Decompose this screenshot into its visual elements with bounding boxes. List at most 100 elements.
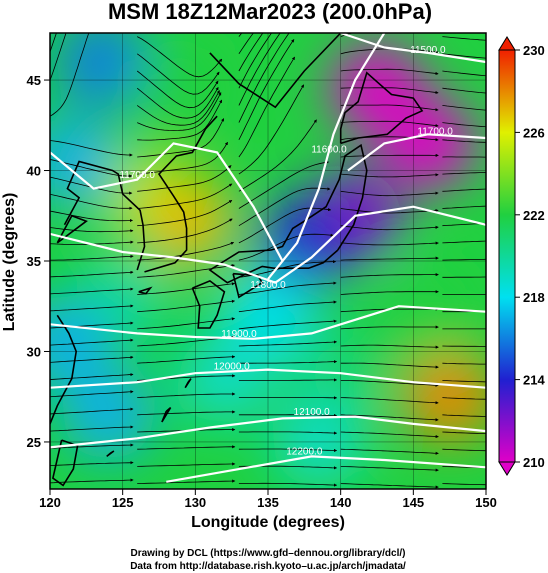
wind-streamline bbox=[340, 87, 439, 95]
wind-streamline bbox=[50, 461, 134, 467]
wind-streamline bbox=[36, 0, 89, 37]
contour-label: 11900.0 bbox=[221, 329, 257, 340]
temperature-blob bbox=[50, 115, 118, 208]
temperature-blob bbox=[178, 332, 271, 425]
wind-streamline bbox=[137, 36, 223, 78]
height-contour bbox=[340, 33, 486, 64]
wind-streamline bbox=[137, 141, 228, 175]
temperature-blob bbox=[50, 296, 111, 389]
y-tick-label: 45 bbox=[27, 73, 41, 88]
wind-streamline bbox=[238, 378, 338, 382]
wind-streamline bbox=[50, 372, 134, 380]
contour-label: 11700.0 bbox=[417, 126, 453, 137]
wind-streamline bbox=[238, 33, 264, 72]
temperature-blob bbox=[134, 43, 227, 136]
wind-streamline bbox=[442, 380, 486, 383]
wind-streamline bbox=[442, 397, 486, 400]
height-contour bbox=[347, 133, 486, 172]
wind-streamline bbox=[238, 33, 290, 123]
y-tick-label: 25 bbox=[27, 435, 41, 450]
wind-streamline bbox=[238, 33, 281, 106]
wind-streamline bbox=[238, 482, 338, 487]
colorbar-tick-label: 214 bbox=[523, 373, 545, 388]
colorbar: 210 214 218 222 226 230 bbox=[498, 36, 545, 476]
temperature-blob bbox=[142, 175, 235, 268]
wind-streamline bbox=[137, 410, 236, 416]
temperature-blob bbox=[258, 196, 351, 289]
wind-streamline bbox=[442, 222, 486, 227]
wind-streamline bbox=[238, 413, 338, 418]
wind-streamline bbox=[238, 340, 338, 347]
temperature-blob bbox=[381, 269, 474, 362]
x-tick-label: 120 bbox=[39, 495, 61, 510]
contour-label: 11700.0 bbox=[119, 170, 155, 181]
wind-streamline bbox=[340, 225, 439, 231]
wind-streamline bbox=[340, 414, 439, 422]
x-axis-ticks: 120 125 130 135 140 145 150 bbox=[39, 489, 497, 510]
wind-streamline bbox=[340, 104, 439, 112]
wind-streamline bbox=[340, 153, 439, 158]
coastline bbox=[209, 33, 342, 109]
wind-streamline bbox=[442, 431, 486, 435]
wind-streamline bbox=[340, 190, 439, 197]
wind-streamline bbox=[340, 362, 439, 369]
y-axis-ticks: 25 30 35 40 45 bbox=[27, 73, 50, 450]
colorbar-tick-label: 218 bbox=[523, 290, 545, 305]
wind-streamline bbox=[137, 392, 236, 398]
wind-streamline bbox=[238, 187, 331, 227]
wind-streamline bbox=[442, 53, 486, 59]
colorbar-tick-label: 230 bbox=[523, 43, 545, 58]
wind-streamline bbox=[340, 173, 439, 178]
wind-streamline bbox=[136, 53, 220, 95]
coastline bbox=[138, 286, 153, 295]
wind-streamline bbox=[238, 207, 332, 244]
coastline bbox=[106, 450, 115, 458]
temperature-blob bbox=[381, 97, 474, 190]
wind-streamline bbox=[50, 33, 67, 82]
wind-streamline bbox=[238, 319, 337, 330]
wind-streamline bbox=[137, 92, 222, 131]
wind-streamline bbox=[137, 355, 236, 364]
wind-streamline bbox=[50, 33, 90, 117]
wind-streamline bbox=[442, 466, 486, 469]
wind-streamline bbox=[340, 397, 439, 405]
wind-streamline bbox=[238, 84, 305, 175]
wind-streamline bbox=[442, 448, 486, 452]
colorbar-top-arrow bbox=[498, 36, 516, 51]
wind-streamline bbox=[442, 293, 486, 295]
height-contour bbox=[50, 305, 486, 340]
wind-streamline bbox=[50, 176, 133, 195]
wind-streamlines bbox=[36, 0, 486, 489]
wind-streamline bbox=[137, 479, 236, 484]
wind-streamline bbox=[340, 431, 439, 439]
colorbar-tick-label: 222 bbox=[523, 208, 545, 223]
x-tick-label: 140 bbox=[330, 495, 352, 510]
wind-streamline bbox=[442, 414, 486, 417]
wind-streamline bbox=[50, 254, 134, 261]
wind-streamline bbox=[137, 241, 235, 261]
wind-streamline bbox=[238, 39, 295, 140]
wind-streamline bbox=[442, 87, 486, 94]
x-tick-label: 135 bbox=[257, 495, 279, 510]
plot-area: 11600.0 11700.0 11800.0 11900.0 12000.0 12100… bbox=[36, 0, 486, 489]
x-tick-label: 150 bbox=[475, 495, 497, 510]
coastline bbox=[208, 143, 368, 284]
wind-streamline bbox=[340, 380, 439, 387]
wind-streamline bbox=[136, 90, 220, 126]
temperature-field bbox=[50, 33, 486, 488]
wind-streamline bbox=[442, 105, 486, 111]
wind-streamline bbox=[442, 240, 486, 244]
coastline bbox=[56, 214, 88, 244]
height-contour bbox=[50, 415, 486, 449]
wind-streamline bbox=[238, 33, 273, 89]
wind-streamline bbox=[50, 390, 134, 398]
wind-streamline bbox=[238, 281, 337, 295]
wind-streamline bbox=[136, 86, 219, 119]
wind-streamline bbox=[50, 407, 134, 415]
coastline bbox=[339, 71, 424, 145]
wind-streamline bbox=[340, 241, 439, 246]
wind-streamline bbox=[442, 172, 486, 175]
wind-streamline bbox=[50, 478, 134, 484]
credit-drawing: Drawing by DCL (https://www.gfd–dennou.o… bbox=[130, 548, 405, 559]
wind-streamline bbox=[137, 99, 223, 141]
